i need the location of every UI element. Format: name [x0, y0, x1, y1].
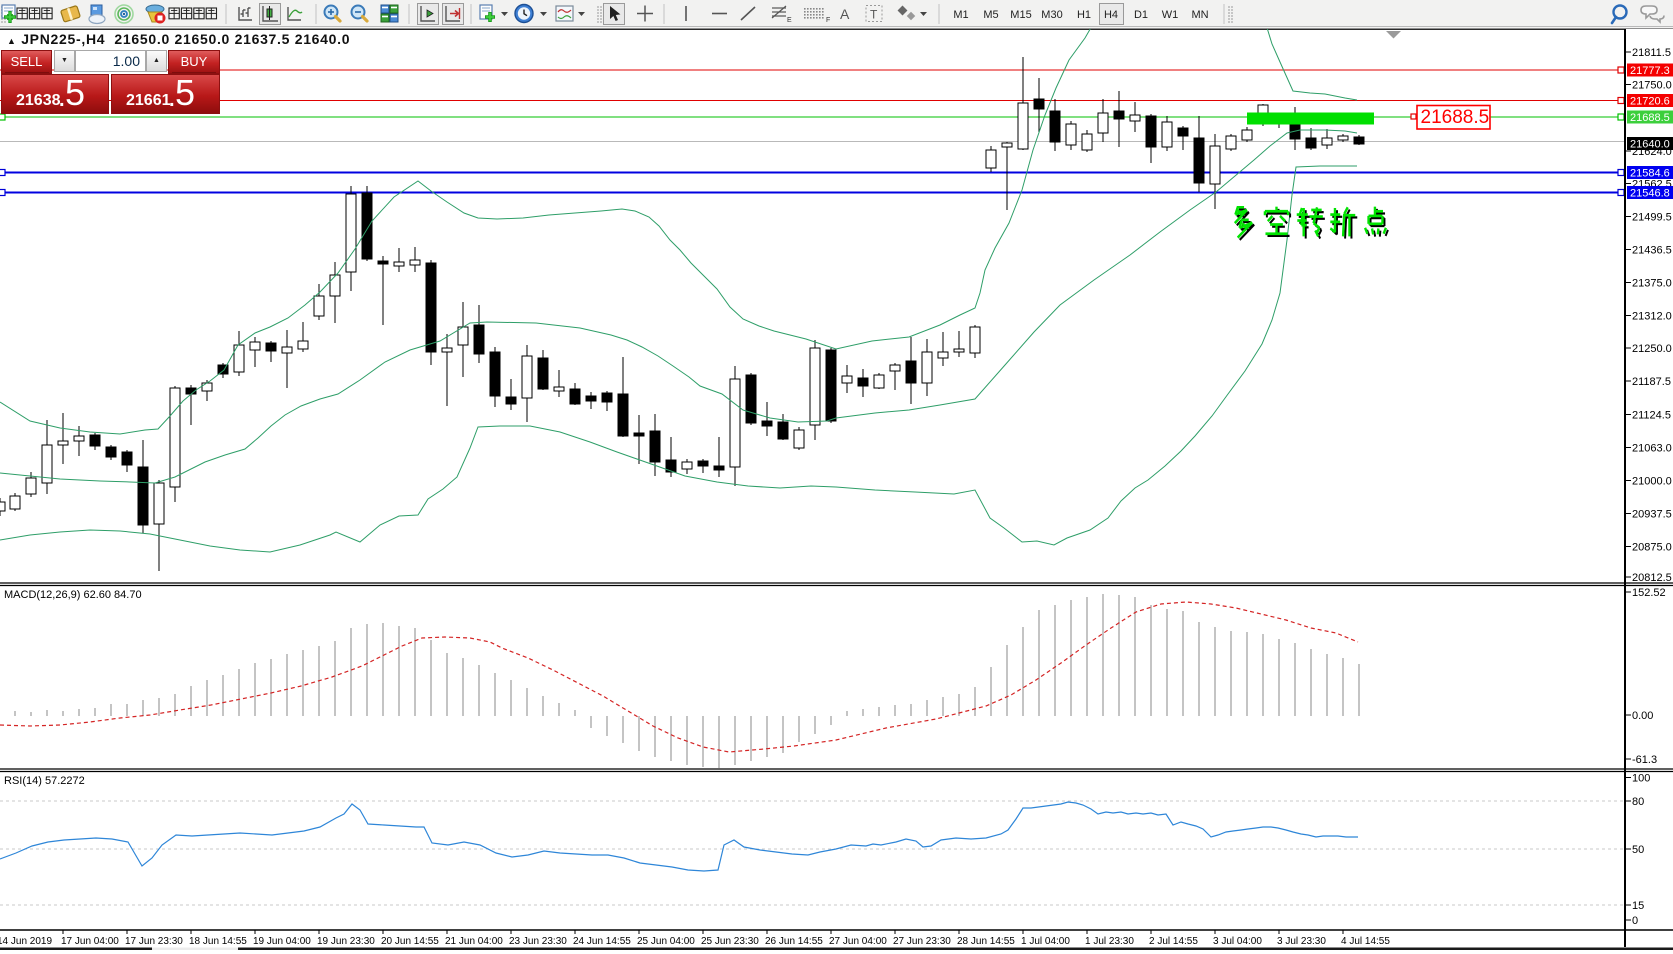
svg-text:19 Jun 04:00: 19 Jun 04:00: [253, 936, 311, 947]
svg-text:28 Jun 14:55: 28 Jun 14:55: [957, 936, 1015, 947]
svg-text:17 Jun 23:30: 17 Jun 23:30: [125, 936, 183, 947]
svg-text:A: A: [840, 6, 850, 22]
svg-text:RSI(14) 57.2272: RSI(14) 57.2272: [4, 775, 85, 787]
svg-text:21777.3: 21777.3: [1630, 65, 1670, 77]
svg-text:19 Jun 23:30: 19 Jun 23:30: [317, 936, 375, 947]
svg-text:21187.5: 21187.5: [1632, 376, 1671, 388]
svg-text:27 Jun 23:30: 27 Jun 23:30: [893, 936, 951, 947]
svg-text:M5: M5: [983, 9, 998, 21]
svg-text:M15: M15: [1010, 9, 1031, 21]
svg-text:21250.0: 21250.0: [1632, 343, 1672, 355]
svg-text:3 Jul 23:30: 3 Jul 23:30: [1277, 936, 1326, 947]
svg-text:25 Jun 04:00: 25 Jun 04:00: [637, 936, 695, 947]
svg-text:H4: H4: [1104, 9, 1118, 21]
svg-text:21811.5: 21811.5: [1632, 47, 1671, 59]
svg-text:4 Jul 14:55: 4 Jul 14:55: [1341, 936, 1390, 947]
svg-text:23 Jun 23:30: 23 Jun 23:30: [509, 936, 567, 947]
svg-text:21688.5: 21688.5: [1421, 107, 1490, 128]
svg-text:25 Jun 23:30: 25 Jun 23:30: [701, 936, 759, 947]
svg-text:21688.5: 21688.5: [1630, 112, 1670, 124]
svg-text:21312.0: 21312.0: [1632, 311, 1672, 323]
svg-text:F: F: [826, 17, 830, 24]
svg-text:21584.6: 21584.6: [1630, 168, 1670, 180]
svg-text:21640.0: 21640.0: [1630, 139, 1670, 151]
svg-text:17 Jun 04:00: 17 Jun 04:00: [61, 936, 119, 947]
svg-text:-61.3: -61.3: [1632, 754, 1657, 766]
svg-text:M30: M30: [1041, 9, 1062, 21]
svg-text:21546.8: 21546.8: [1630, 188, 1670, 200]
svg-text:T: T: [870, 8, 878, 22]
svg-text:W1: W1: [1162, 9, 1179, 21]
svg-text:26 Jun 14:55: 26 Jun 14:55: [765, 936, 823, 947]
svg-text:MACD(12,26,9) 62.60 84.70: MACD(12,26,9) 62.60 84.70: [4, 589, 142, 601]
svg-text:21000.0: 21000.0: [1632, 476, 1672, 488]
svg-text:H1: H1: [1077, 9, 1091, 21]
svg-text:27 Jun 04:00: 27 Jun 04:00: [829, 936, 887, 947]
svg-text:20812.5: 20812.5: [1632, 572, 1672, 584]
svg-text:24 Jun 14:55: 24 Jun 14:55: [573, 936, 631, 947]
svg-text:1 Jul 04:00: 1 Jul 04:00: [1021, 936, 1070, 947]
svg-text:152.52: 152.52: [1632, 587, 1666, 599]
svg-text:80: 80: [1632, 796, 1644, 808]
svg-text:20 Jun 14:55: 20 Jun 14:55: [381, 936, 439, 947]
svg-text:21375.0: 21375.0: [1632, 278, 1672, 290]
svg-text:21750.0: 21750.0: [1632, 80, 1672, 92]
svg-text:18 Jun 14:55: 18 Jun 14:55: [189, 936, 247, 947]
svg-text:3 Jul 04:00: 3 Jul 04:00: [1213, 936, 1262, 947]
svg-text:21436.5: 21436.5: [1632, 245, 1672, 257]
svg-text:15: 15: [1632, 900, 1644, 912]
svg-text:100: 100: [1632, 773, 1650, 785]
svg-text:21063.0: 21063.0: [1632, 443, 1672, 455]
svg-text:0: 0: [1632, 915, 1638, 927]
svg-text:1 Jul 23:30: 1 Jul 23:30: [1085, 936, 1134, 947]
svg-text:2 Jul 14:55: 2 Jul 14:55: [1149, 936, 1198, 947]
svg-text:20937.5: 20937.5: [1632, 509, 1672, 521]
svg-text:50: 50: [1632, 844, 1644, 856]
svg-text:21 Jun 04:00: 21 Jun 04:00: [445, 936, 503, 947]
svg-text:0.00: 0.00: [1632, 710, 1653, 722]
svg-text:E: E: [787, 17, 792, 24]
svg-text:20875.0: 20875.0: [1632, 542, 1672, 554]
svg-text:MN: MN: [1191, 9, 1208, 21]
svg-text:D1: D1: [1134, 9, 1148, 21]
svg-text:21124.5: 21124.5: [1632, 410, 1671, 422]
svg-text:21499.5: 21499.5: [1632, 212, 1672, 224]
svg-text:14 Jun 2019: 14 Jun 2019: [0, 936, 52, 947]
svg-text:M1: M1: [953, 9, 968, 21]
svg-text:21720.6: 21720.6: [1630, 96, 1670, 108]
